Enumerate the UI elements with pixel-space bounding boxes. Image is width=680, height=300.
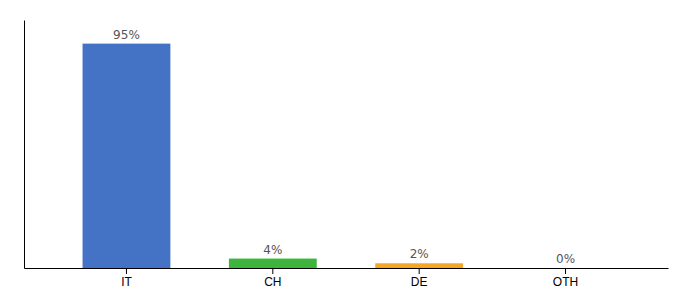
x-tick-label: CH xyxy=(264,275,281,289)
x-tick-mark xyxy=(272,268,273,274)
x-tick: OTH xyxy=(553,268,578,289)
bars xyxy=(83,44,464,268)
data-label: 4% xyxy=(263,243,282,257)
x-axis: IT CH DE OTH xyxy=(25,268,669,289)
y-axis xyxy=(24,21,25,269)
x-tick-label: DE xyxy=(411,275,428,289)
x-tick: CH xyxy=(264,268,281,289)
bar xyxy=(522,268,610,269)
x-axis-line xyxy=(25,268,669,269)
data-labels: 95% 4% 2% 0% xyxy=(113,28,575,266)
data-label: 2% xyxy=(410,247,429,261)
x-tick-label: IT xyxy=(121,275,132,289)
bar xyxy=(229,259,317,268)
x-tick: IT xyxy=(121,268,132,289)
y-axis-line xyxy=(24,21,25,269)
x-tick: DE xyxy=(411,268,428,289)
data-label: 0% xyxy=(556,252,575,266)
bar xyxy=(83,44,171,268)
x-tick-mark xyxy=(419,268,420,274)
plot: IT CH DE OTH 95% 4% 2% 0% xyxy=(25,21,669,289)
x-tick-label: OTH xyxy=(553,275,578,289)
data-label: 95% xyxy=(113,28,140,42)
bar xyxy=(375,263,463,268)
x-tick-mark xyxy=(126,268,127,274)
chart: IT CH DE OTH 95% 4% 2% 0% xyxy=(0,0,680,300)
x-tick-mark xyxy=(565,268,566,274)
